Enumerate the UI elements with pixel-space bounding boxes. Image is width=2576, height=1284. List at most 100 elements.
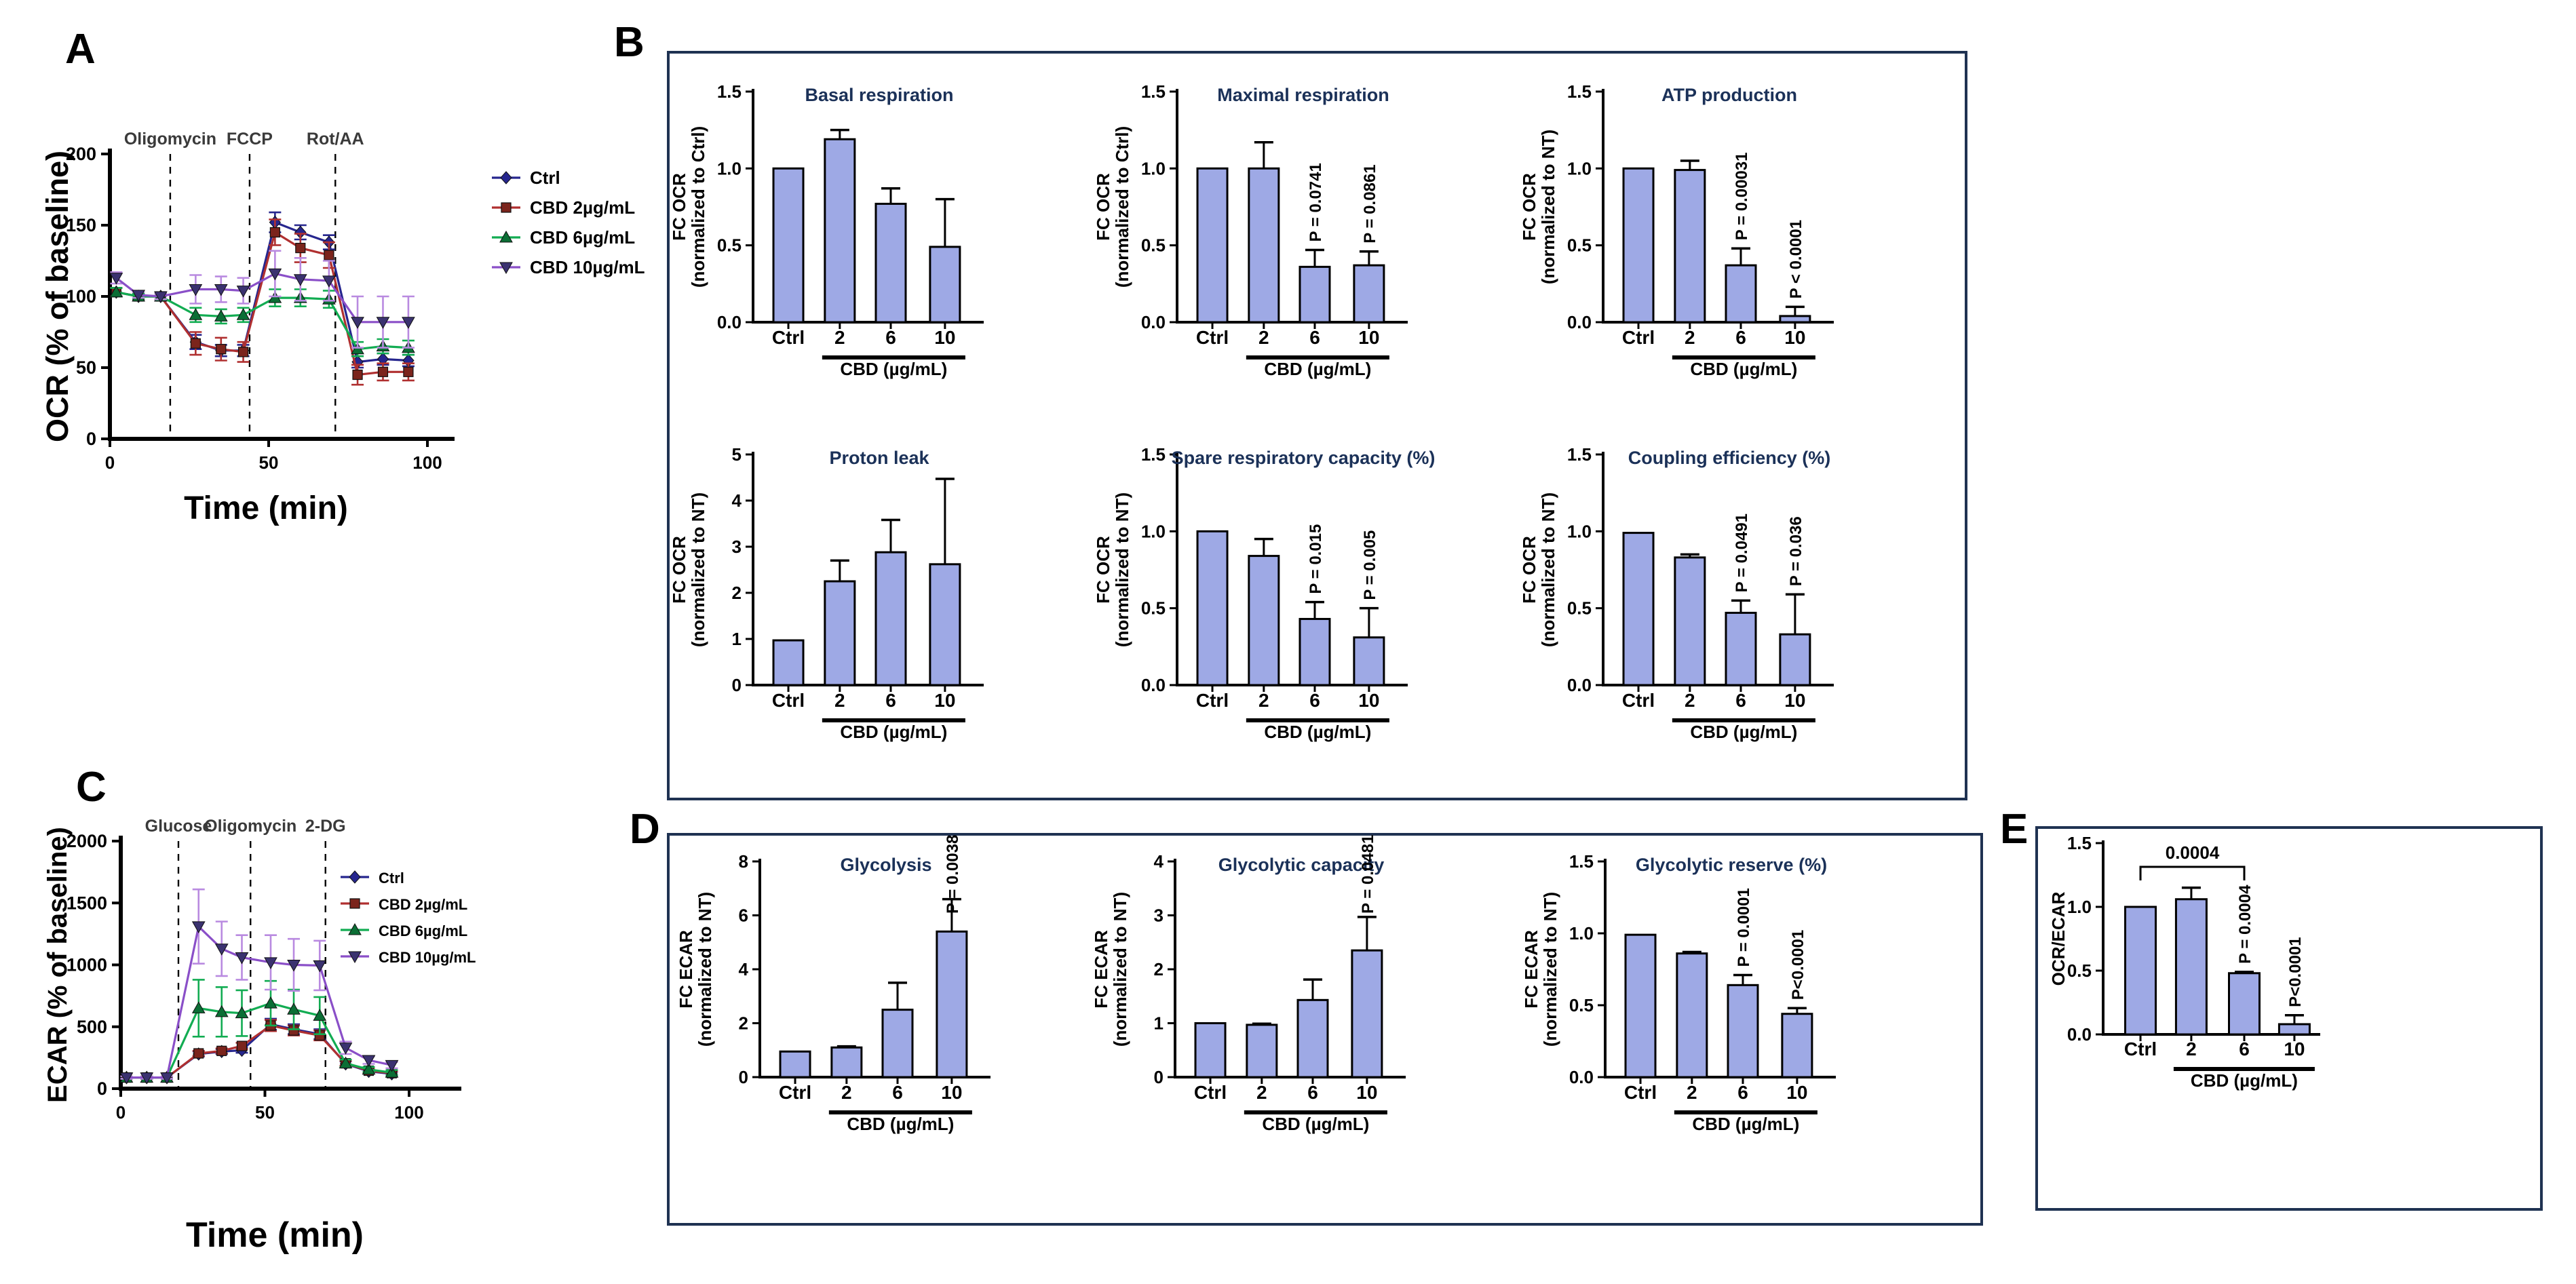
chart-title: Spare respiratory capacity (%) xyxy=(1172,448,1436,468)
bar-2 xyxy=(1248,167,1280,324)
significance-bracket xyxy=(2139,865,2246,880)
bar-6 xyxy=(1725,264,1757,324)
y-tick-label: 1.5 xyxy=(1567,81,1592,102)
chart-glycolytic-reserve: 0.0 0.5 1.0 1.5 Glycolytic reserve (%) FC ECA… xyxy=(1510,821,1944,1163)
bar-10 xyxy=(929,563,961,686)
chart-title: Glycolysis xyxy=(840,855,931,875)
y-tick-label: 4 xyxy=(732,490,742,511)
y-tick-label: 0.5 xyxy=(717,235,742,256)
marker-diamond xyxy=(349,870,361,884)
p-value-label: P = 0.00031 xyxy=(1733,153,1751,241)
y-tick-label: 1.5 xyxy=(1141,444,1166,465)
x-tick-label: 0 xyxy=(105,452,115,473)
marker-triangle-down xyxy=(119,1072,134,1085)
category-label: 10 xyxy=(934,327,955,348)
bar-2 xyxy=(1246,1024,1278,1078)
marker-triangle-down xyxy=(236,286,250,298)
y-tick-label: 1.0 xyxy=(2067,897,2092,917)
category-label: 2 xyxy=(1687,1082,1697,1103)
chart-ecar-timecourse: Glucose Oligomycin 2-DG 0 500 1000 1500 2000 0 50… xyxy=(27,807,665,1284)
p-value-label: P = 0.0038 xyxy=(944,835,962,914)
group-label: CBD (µg/mL) xyxy=(1692,1114,1799,1134)
group-label: CBD (µg/mL) xyxy=(1262,1114,1369,1134)
y-tick-label: 0.0 xyxy=(1141,312,1166,332)
legend-label: CBD 10µg/mL xyxy=(530,257,645,277)
bar-10 xyxy=(2277,1023,2311,1036)
y-tick-label: 1.0 xyxy=(1567,521,1592,541)
bar-10 xyxy=(1781,1013,1813,1078)
bar-Ctrl xyxy=(1622,167,1655,324)
legend-label: CBD 2µg/mL xyxy=(379,896,467,913)
category-label: Ctrl xyxy=(2124,1038,2157,1059)
category-label: 2 xyxy=(2186,1038,2197,1059)
category-label: 10 xyxy=(1356,1082,1377,1103)
group-label: CBD (µg/mL) xyxy=(840,722,947,742)
marker-square xyxy=(216,1045,227,1056)
y-axis-title: FC OCR xyxy=(669,173,689,241)
marker-triangle-down xyxy=(132,290,145,302)
y-tick-label: 200 xyxy=(66,144,96,164)
marker-triangle-down xyxy=(362,1055,376,1068)
category-label: Ctrl xyxy=(1196,327,1229,348)
y-tick-label: 1.0 xyxy=(717,158,742,178)
bar-10 xyxy=(1353,636,1385,686)
chart-glycolytic-capacity: 0 1 2 3 4 Glycolytic capacity FC ECAR (normaliz… xyxy=(1080,821,1514,1163)
bar-Ctrl xyxy=(772,639,805,686)
p-value-label: P<0.0001 xyxy=(1789,930,1807,1000)
bar-10 xyxy=(1351,949,1383,1078)
y-tick-label: 0.5 xyxy=(1141,598,1166,619)
marker-triangle xyxy=(313,1009,327,1021)
category-label: Ctrl xyxy=(772,690,805,711)
marker-triangle-down xyxy=(499,262,513,275)
marker-triangle-down xyxy=(235,952,249,965)
marker-triangle xyxy=(191,1001,206,1013)
category-label: 2 xyxy=(834,690,845,711)
p-value-label: P < 0.0001 xyxy=(1787,220,1805,298)
y-tick-label: 0 xyxy=(86,429,96,449)
legend-label: CBD 2µg/mL xyxy=(530,197,635,218)
category-label: Ctrl xyxy=(1194,1082,1227,1103)
bar-2 xyxy=(824,138,856,324)
category-label: 6 xyxy=(1735,690,1746,711)
bracket-p-label: 0.0004 xyxy=(2166,842,2220,863)
chart-spare-respiratory-capacity: 0.0 0.5 1.0 1.5 Spare respiratory capacity (… xyxy=(1089,414,1523,787)
injection-label: Glucose xyxy=(145,817,212,836)
chart-title: Glycolytic capacity xyxy=(1218,855,1385,875)
chart-atp-production: 0.0 0.5 1.0 1.5 ATP production FC OCR (normali… xyxy=(1515,51,1949,424)
p-value-label: P = 0.005 xyxy=(1361,530,1379,600)
panel-e-box xyxy=(2035,826,2543,1211)
y-axis-title: OCR/ECAR xyxy=(2048,891,2069,986)
y-tick-label: 1.5 xyxy=(2067,833,2092,853)
marker-triangle-down xyxy=(140,1072,154,1085)
bar-Ctrl xyxy=(779,1050,811,1078)
bar-10 xyxy=(936,930,968,1078)
category-label: 6 xyxy=(885,690,896,711)
y-tick-label: 8 xyxy=(739,851,748,872)
p-value-label: P = 0.0861 xyxy=(1361,164,1379,243)
marker-triangle xyxy=(214,1005,229,1017)
marker-square xyxy=(236,1040,248,1051)
y-tick-label: 1 xyxy=(1154,1013,1164,1034)
marker-triangle-down xyxy=(109,273,123,285)
chart-title: Glycolytic reserve (%) xyxy=(1636,855,1827,875)
x-tick-label: 100 xyxy=(394,1102,423,1123)
marker-triangle xyxy=(214,309,228,322)
y-tick-label: 0.0 xyxy=(717,312,742,332)
x-axis-title: Time (min) xyxy=(186,1215,364,1255)
y-tick-label: 1.0 xyxy=(1141,521,1166,541)
bar-10 xyxy=(1353,264,1385,324)
y-tick-label: 0.5 xyxy=(2067,960,2092,981)
y-tick-label: 0.5 xyxy=(1141,235,1166,256)
marker-triangle-down xyxy=(348,951,362,964)
chart-title: Maximal respiration xyxy=(1217,85,1389,105)
x-tick-label: 50 xyxy=(259,452,279,473)
bar-Ctrl xyxy=(1194,1022,1227,1078)
category-label: 6 xyxy=(1735,327,1746,348)
y-tick-label: 1.0 xyxy=(1569,923,1594,943)
bar-2 xyxy=(1674,169,1706,324)
bar-2 xyxy=(824,580,856,686)
y-tick-label: 1000 xyxy=(66,955,107,975)
category-label: 10 xyxy=(1358,327,1379,348)
category-label: 2 xyxy=(834,327,845,348)
bar-6 xyxy=(1725,611,1757,686)
